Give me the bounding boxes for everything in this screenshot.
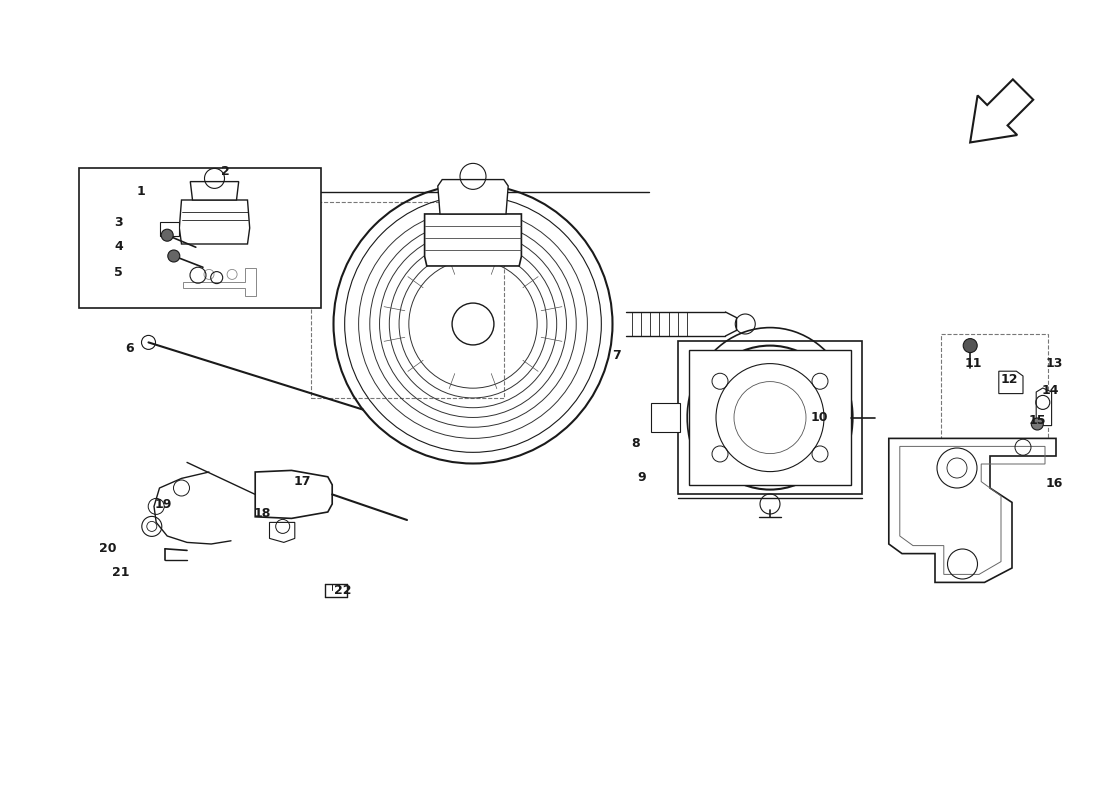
Text: 2: 2 bbox=[221, 166, 230, 178]
Text: 1: 1 bbox=[136, 186, 145, 198]
Text: 5: 5 bbox=[114, 266, 123, 278]
Text: 8: 8 bbox=[631, 438, 640, 450]
Polygon shape bbox=[255, 470, 332, 518]
Text: 10: 10 bbox=[811, 411, 828, 424]
Circle shape bbox=[168, 250, 179, 262]
Text: 21: 21 bbox=[112, 566, 130, 578]
Circle shape bbox=[964, 338, 977, 353]
Text: 17: 17 bbox=[294, 475, 311, 488]
Text: 22: 22 bbox=[334, 584, 352, 597]
Text: 3: 3 bbox=[114, 216, 123, 229]
Polygon shape bbox=[970, 79, 1033, 142]
Text: 4: 4 bbox=[114, 240, 123, 253]
Polygon shape bbox=[160, 222, 179, 236]
Text: 18: 18 bbox=[253, 507, 271, 520]
Text: 6: 6 bbox=[125, 342, 134, 354]
Polygon shape bbox=[190, 182, 239, 200]
Polygon shape bbox=[889, 438, 1056, 582]
Text: 19: 19 bbox=[154, 498, 172, 510]
Polygon shape bbox=[1036, 388, 1052, 426]
Circle shape bbox=[162, 230, 173, 242]
Polygon shape bbox=[438, 179, 508, 214]
Polygon shape bbox=[689, 350, 851, 485]
Bar bbox=[79, 168, 321, 308]
Bar bbox=[940, 334, 1048, 454]
Polygon shape bbox=[183, 268, 256, 296]
Text: 16: 16 bbox=[1045, 478, 1063, 490]
Polygon shape bbox=[999, 371, 1023, 394]
Polygon shape bbox=[425, 214, 521, 266]
Polygon shape bbox=[270, 522, 295, 542]
Text: 12: 12 bbox=[1001, 374, 1019, 386]
Text: 20: 20 bbox=[99, 542, 117, 554]
Bar bbox=[311, 202, 504, 398]
Text: 15: 15 bbox=[1028, 414, 1046, 426]
Text: 9: 9 bbox=[637, 471, 646, 484]
Polygon shape bbox=[179, 200, 250, 244]
Text: 13: 13 bbox=[1045, 358, 1063, 370]
Polygon shape bbox=[678, 341, 862, 494]
Text: 7: 7 bbox=[612, 350, 620, 362]
Text: 11: 11 bbox=[965, 358, 982, 370]
Polygon shape bbox=[650, 403, 680, 432]
Text: 14: 14 bbox=[1042, 384, 1059, 397]
Circle shape bbox=[1032, 418, 1043, 430]
